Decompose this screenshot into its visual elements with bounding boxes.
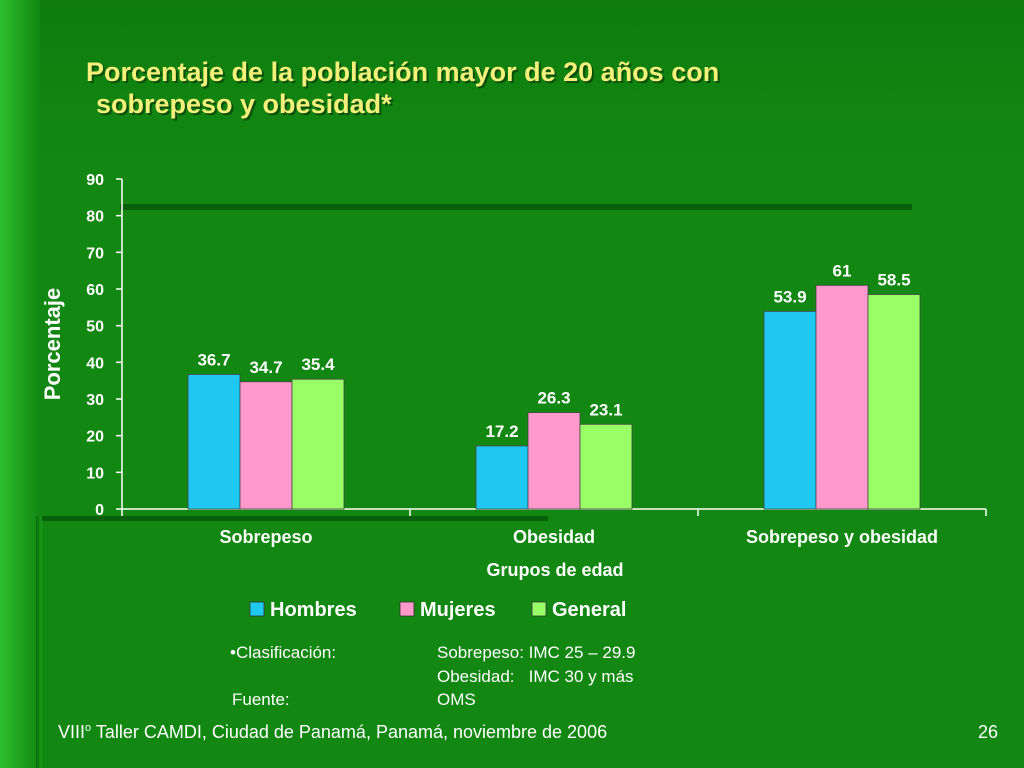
- clasificacion-label: •Clasificación:: [230, 643, 337, 662]
- footer-superscript: o: [85, 722, 92, 734]
- page-number: 26: [978, 722, 999, 742]
- bar-mujeres: [239, 381, 293, 510]
- data-label: 53.9: [773, 287, 806, 306]
- slide-title-line1: Porcentaje de la población mayor de 20 a…: [86, 57, 720, 87]
- slide-title-line2: sobrepeso y obesidad*: [96, 89, 392, 119]
- x-category-label: Sobrepeso: [219, 527, 312, 547]
- data-label: 61: [833, 261, 852, 280]
- decorative-line: [36, 516, 42, 768]
- y-tick-label: 40: [86, 355, 104, 372]
- data-label: 35.4: [301, 355, 335, 374]
- bar-general: [579, 423, 633, 510]
- y-axis-label: Porcentaje: [40, 288, 65, 401]
- y-tick-label: 80: [86, 209, 104, 226]
- x-axis-label: Grupos de edad: [486, 560, 623, 580]
- legend-swatch-hombres: [249, 601, 265, 617]
- slide-title: Porcentaje de la población mayor de 20 a…: [86, 56, 946, 120]
- obesidad-definition: Obesidad: IMC 30 y más: [437, 667, 634, 686]
- bar-general: [867, 294, 921, 510]
- y-tick-label: 90: [86, 172, 104, 189]
- data-label: 26.3: [537, 389, 570, 408]
- legend-swatch-mujeres: [399, 601, 415, 617]
- legend-label-general: General: [552, 599, 626, 621]
- legend-label-mujeres: Mujeres: [420, 599, 496, 621]
- sobrepeso-definition: Sobrepeso: IMC 25 – 29.9: [437, 643, 636, 662]
- data-label: 34.7: [249, 358, 282, 377]
- data-label: 17.2: [485, 422, 518, 441]
- decorative-line: [120, 204, 912, 210]
- footer-prefix: VIII: [58, 722, 86, 742]
- bar-mujeres: [527, 412, 581, 510]
- legend-label-hombres: Hombres: [270, 599, 357, 621]
- footer-rest: Taller CAMDI, Ciudad de Panamá, Panamá, …: [91, 722, 608, 742]
- x-category-label: Sobrepeso y obesidad: [746, 527, 938, 547]
- bar-hombres: [475, 445, 529, 510]
- bar-hombres: [763, 310, 817, 510]
- bar-general: [291, 378, 345, 510]
- decorative-line: [36, 516, 548, 521]
- y-tick-label: 0: [95, 502, 104, 519]
- fuente-label: Fuente:: [232, 690, 290, 709]
- data-label: 36.7: [197, 350, 230, 369]
- fuente-value: OMS: [437, 690, 476, 709]
- bar-hombres: [187, 374, 241, 510]
- footer-text: VIIIo Taller CAMDI, Ciudad de Panamá, Pa…: [58, 722, 607, 743]
- legend-swatch-general: [531, 601, 547, 617]
- y-tick-label: 20: [86, 429, 104, 446]
- y-tick-label: 10: [86, 465, 104, 482]
- x-category-label: Obesidad: [513, 527, 595, 547]
- y-tick-label: 70: [86, 245, 104, 262]
- y-tick-label: 30: [86, 392, 104, 409]
- background-left-gradient: [0, 0, 40, 768]
- bar-chart: 0 10 20 30 40 50 60 70 80 90 Porcentaje 36.7 34.7 35.…: [40, 172, 987, 621]
- data-label: 23.1: [589, 400, 622, 419]
- y-tick-label: 60: [86, 282, 104, 299]
- background-band: [0, 0, 1024, 160]
- bar-mujeres: [815, 284, 869, 510]
- data-label: 58.5: [877, 271, 910, 290]
- y-tick-label: 50: [86, 319, 104, 336]
